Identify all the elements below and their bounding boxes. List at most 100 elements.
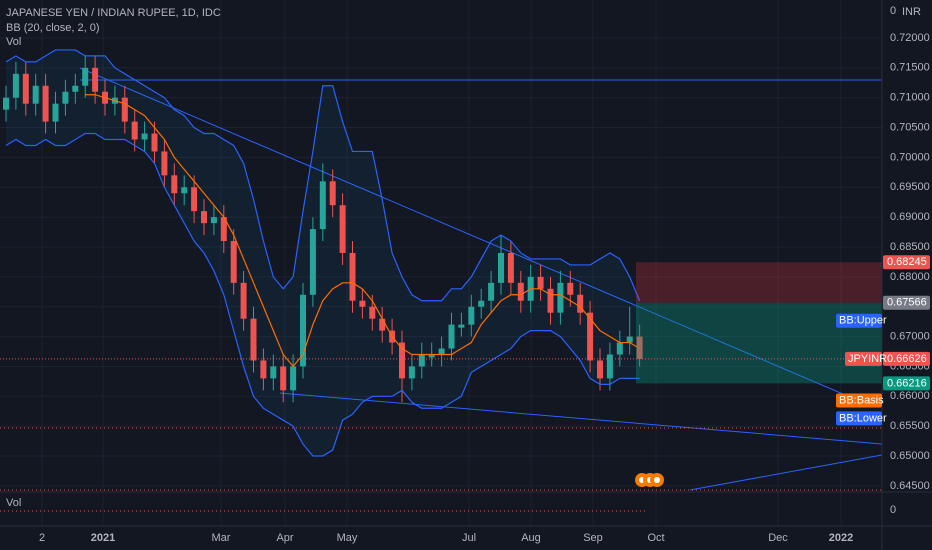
icons[interactable] [635, 473, 664, 487]
candle-body [577, 294, 584, 313]
candle-body [438, 348, 445, 355]
indicator-label: BB (20, close, 2, 0) [6, 22, 100, 34]
x-tick-label: Apr [276, 532, 293, 544]
candle-body [507, 252, 514, 283]
bb-label-box [836, 393, 882, 408]
y-tick-label: 0.64500 [890, 480, 930, 492]
x-tick-label: Mar [212, 532, 231, 544]
candle-body [379, 318, 386, 331]
candle-body [161, 151, 168, 176]
x-tick-label: 2 [39, 532, 45, 544]
bb-line [5, 132, 640, 457]
candle-body [517, 282, 524, 301]
x-tick-label: Oct [647, 532, 664, 544]
candle-body [32, 85, 39, 104]
price-label-box [883, 295, 930, 310]
x-tick-label: Sep [583, 532, 603, 544]
x-tick-label: Dec [768, 532, 788, 544]
trend-line [689, 454, 883, 491]
y-tick-label: 0.68500 [890, 241, 930, 253]
candle-body [220, 217, 227, 242]
candle-body [428, 354, 435, 358]
title: JAPANESE YEN / INDIAN RUPEE, 1D, IDC [6, 7, 221, 19]
x-tick-label: 2022 [829, 532, 853, 544]
candle-body [210, 217, 217, 224]
y-tick-label: 0.71000 [890, 92, 930, 104]
currency-label: INR [902, 6, 921, 18]
candle-body [587, 312, 594, 361]
candle-body [408, 366, 415, 379]
trend-line [79, 67, 851, 398]
candle-body [636, 336, 643, 359]
y-tick-label: 0.69500 [890, 181, 930, 193]
candle-body [616, 342, 623, 355]
candle-body [448, 324, 455, 349]
volume-axis-label: 0 [890, 504, 896, 516]
candle-body [309, 229, 316, 295]
candle-body [42, 85, 49, 122]
volume-axis-label: 0 [890, 5, 896, 17]
price-label-box [883, 255, 930, 270]
price-label-box [883, 351, 930, 366]
grid [0, 0, 882, 526]
candle-body [626, 336, 633, 343]
candle-body [171, 175, 178, 194]
candle-body [547, 288, 554, 313]
bb-label: BB:Basis [839, 394, 884, 406]
candle-body [62, 91, 69, 104]
y-tick-label: 0.67000 [890, 330, 930, 342]
candle-body [319, 181, 326, 230]
bb-label-box [836, 411, 882, 426]
candle-body [52, 103, 59, 122]
candle-body [369, 306, 376, 319]
y-tick-label: 0.72000 [890, 32, 930, 44]
y-tick-label: 0.70500 [890, 121, 930, 133]
candle-body [201, 211, 207, 224]
y-tick-label: 0.65500 [890, 420, 930, 432]
candle-body [458, 324, 465, 328]
y-tick-label: 0.71500 [890, 62, 930, 74]
candle-body [191, 187, 198, 212]
candle-body [557, 282, 564, 313]
bb-line [85, 94, 640, 368]
x-tick-label: May [337, 532, 358, 544]
candle-body [300, 294, 306, 367]
price-label: 0.66216 [887, 377, 927, 389]
bb-line [5, 49, 641, 302]
candle-body [12, 73, 19, 98]
candle-body [72, 85, 79, 92]
candle-body [488, 282, 495, 301]
series-label: JPYINR [848, 353, 887, 365]
bb-label-box [836, 313, 882, 328]
candle-body [121, 97, 128, 122]
candle-body [280, 366, 287, 391]
price-label: 0.68245 [887, 256, 927, 268]
y-tick-label: 0.65000 [890, 450, 930, 462]
series-label-box [845, 351, 882, 366]
candle-body [468, 306, 475, 325]
candle-body [82, 67, 89, 86]
candle-body [250, 318, 257, 361]
x-tick-label: 2021 [91, 532, 115, 544]
candle-body [359, 300, 366, 307]
y-tick-label: 0.68000 [890, 271, 930, 283]
volume-label: Vol [6, 36, 21, 48]
y-tick-label: 0.66000 [890, 390, 930, 402]
candle-body [339, 205, 346, 253]
bb-label: BB:Lower [839, 412, 887, 424]
candle-body [240, 282, 247, 319]
trend-line [279, 392, 883, 445]
x-tick-label: Jul [462, 532, 476, 544]
volume-pane-label: Vol [6, 497, 21, 509]
candle-body [92, 67, 99, 92]
candle-body [22, 73, 29, 104]
price-label-box [883, 376, 930, 391]
candle-body [270, 366, 277, 379]
candle-body [260, 360, 267, 379]
candle-body [329, 181, 336, 206]
candle-body [131, 121, 138, 140]
candle-body [3, 97, 9, 110]
candle-body [141, 133, 148, 140]
x-tick-label: Aug [521, 532, 541, 544]
